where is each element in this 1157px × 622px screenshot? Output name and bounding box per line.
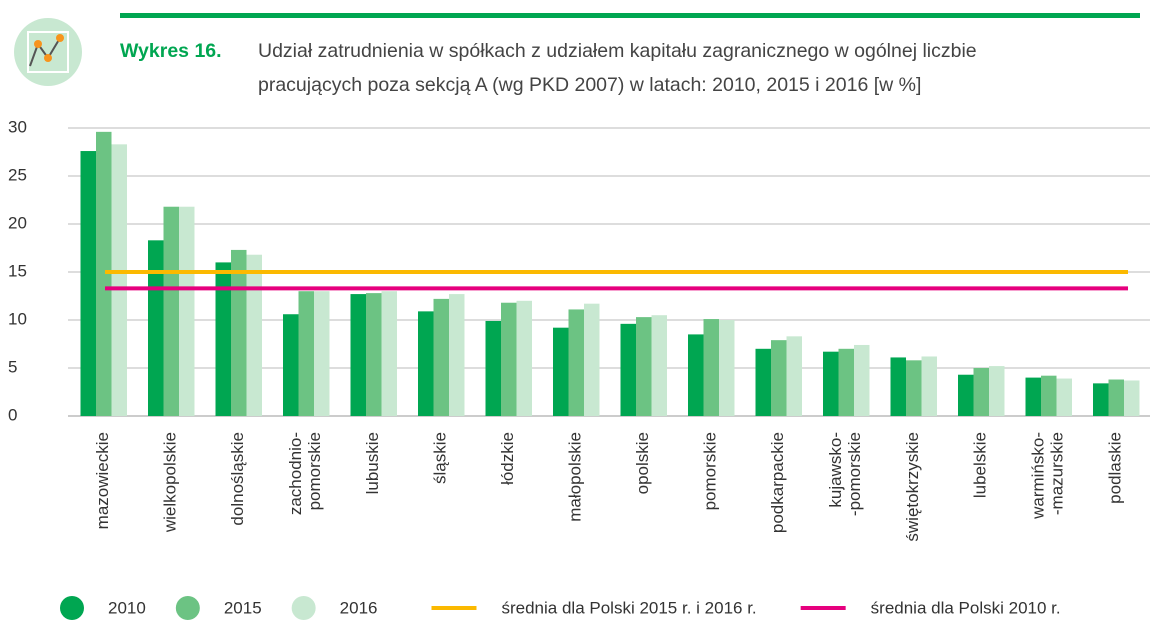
bar (771, 340, 787, 416)
x-tick-label: śląskie (431, 432, 450, 484)
bar (620, 323, 636, 416)
bar (96, 131, 112, 416)
bar (283, 314, 299, 416)
bar (854, 344, 870, 416)
chart-title-label: Wykres 16. (120, 40, 222, 62)
x-tick-label: lubuskie (363, 432, 382, 494)
bar (215, 262, 231, 416)
x-tick-label: opolskie (633, 432, 652, 494)
y-tick-label: 0 (8, 405, 17, 424)
bar (1124, 380, 1140, 416)
x-tick-label: lubelskie (971, 432, 990, 498)
bar (433, 298, 449, 416)
bar (148, 240, 164, 416)
bar (755, 348, 771, 416)
bar (584, 303, 600, 416)
bar (516, 300, 532, 416)
bar (823, 351, 839, 416)
bar (501, 302, 517, 416)
legend-label: średnia dla Polski 2015 r. i 2016 r. (501, 598, 756, 617)
bar (350, 294, 366, 416)
bar (651, 315, 667, 416)
bar (1093, 383, 1109, 416)
bar (163, 206, 179, 416)
bar (1025, 377, 1041, 416)
x-tick-label: mazowieckie (93, 432, 112, 529)
legend-label: średnia dla Polski 2010 r. (871, 598, 1061, 617)
bar (381, 291, 397, 416)
bar (906, 360, 922, 416)
legend-swatch (291, 596, 316, 620)
bar (1041, 375, 1057, 416)
x-tick-label: kujawsko- (826, 432, 845, 508)
bar (958, 374, 974, 416)
x-tick-label: zachodnio- (286, 432, 305, 515)
legend-label: 2010 (108, 598, 146, 617)
x-tick-label: podkarpackie (768, 432, 787, 533)
bar (688, 334, 704, 416)
x-tick-label: wielkopolskie (161, 432, 180, 533)
legend-swatch (175, 596, 200, 620)
bar (179, 206, 195, 416)
bar (366, 293, 382, 416)
x-tick-label: warmińsko- (1029, 432, 1048, 520)
header-rule (120, 13, 1140, 18)
bar (703, 319, 719, 416)
bar (485, 320, 501, 416)
bar (449, 294, 465, 416)
y-tick-label: 30 (8, 117, 27, 136)
bar (1108, 379, 1124, 416)
chart-title: Udział zatrudnienia w spółkach z udziałe… (258, 40, 977, 62)
y-tick-label: 10 (8, 309, 27, 328)
y-tick-label: 25 (8, 165, 27, 184)
legend-label: 2016 (340, 598, 378, 617)
x-tick-label: łódzkie (498, 432, 517, 485)
bar (111, 144, 127, 416)
icon (14, 18, 82, 86)
x-tick-label: pomorskie (305, 432, 324, 510)
bar (1056, 378, 1072, 416)
chart-title: pracujących poza sekcją A (wg PKD 2007) … (258, 74, 921, 96)
bar (719, 320, 735, 416)
bar (553, 327, 569, 416)
bar (838, 348, 854, 416)
x-tick-label: małopolskie (566, 432, 585, 522)
x-tick-label: świętokrzyskie (903, 432, 922, 542)
bar (314, 291, 330, 416)
bar (246, 254, 262, 416)
bar (298, 291, 314, 416)
bar (786, 336, 802, 416)
y-tick-label: 20 (8, 213, 27, 232)
x-tick-label: -mazurskie (1048, 432, 1067, 515)
bar (231, 249, 247, 416)
y-tick-label: 15 (8, 261, 27, 280)
legend-label: 2015 (224, 598, 262, 617)
x-tick-label: dolnośląskie (228, 432, 247, 526)
bar (973, 368, 989, 416)
y-tick-label: 5 (8, 357, 17, 376)
legend-swatch (60, 596, 84, 620)
bar (890, 357, 906, 416)
bar (921, 356, 937, 416)
x-tick-label: podlaskie (1106, 432, 1125, 504)
x-tick-label: pomorskie (701, 432, 720, 510)
bar (568, 309, 584, 416)
bar (989, 366, 1005, 416)
bar (80, 151, 96, 417)
bar (418, 311, 434, 416)
x-tick-label: -pomorskie (845, 432, 864, 516)
bar (636, 317, 652, 416)
